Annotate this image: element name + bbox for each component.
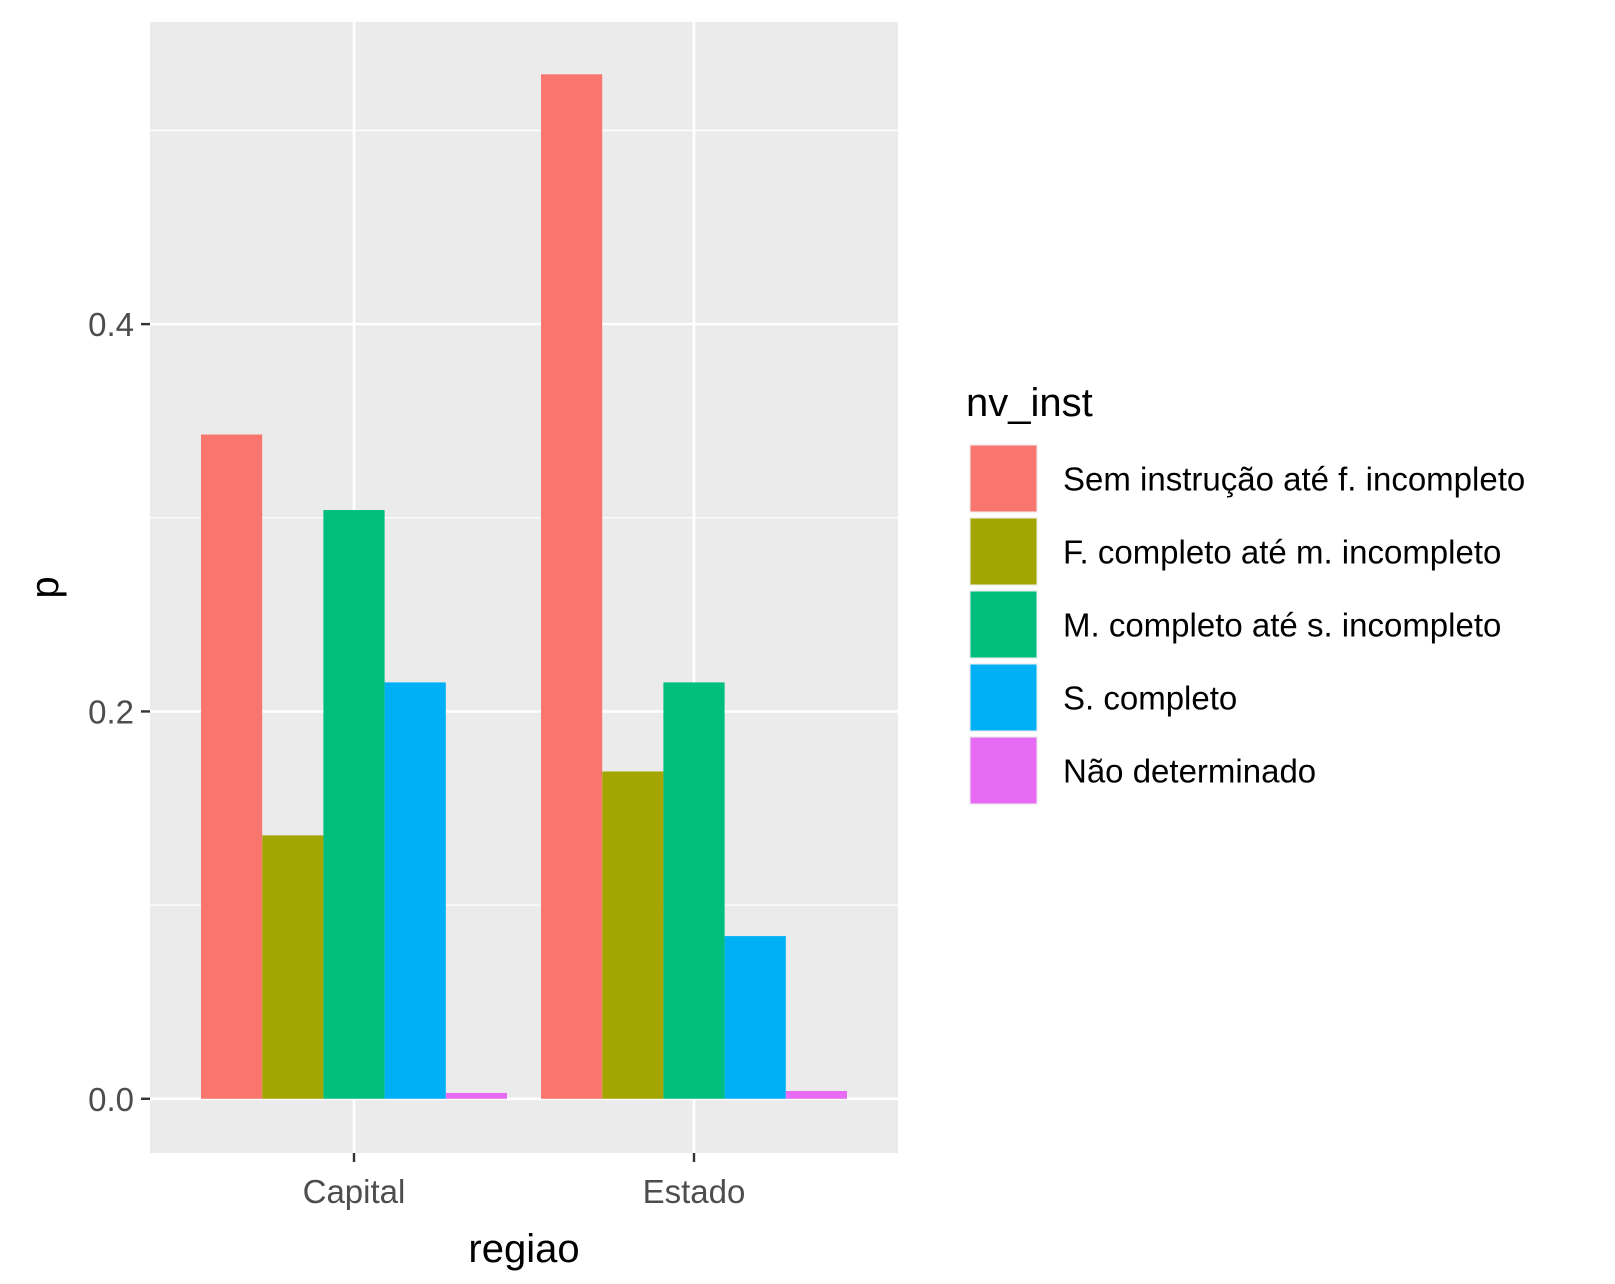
bar — [602, 771, 664, 1099]
bar — [201, 434, 263, 1099]
legend-label: S. completo — [1063, 680, 1237, 717]
x-tick-label: Estado — [643, 1173, 746, 1210]
legend-key — [970, 518, 1037, 585]
legend-label: F. completo até m. incompleto — [1063, 534, 1501, 571]
bar — [663, 682, 725, 1099]
bar — [384, 682, 446, 1099]
y-tick-label: 0.0 — [88, 1081, 134, 1118]
bar — [541, 74, 603, 1099]
y-axis: 0.0 0.2 0.4 — [88, 306, 150, 1118]
bar — [445, 1092, 507, 1099]
legend-key — [970, 737, 1037, 804]
legend-key — [970, 664, 1037, 731]
x-axis: Capital Estado — [303, 1153, 746, 1210]
bars — [201, 74, 847, 1099]
y-tick-label: 0.4 — [88, 306, 134, 343]
y-tick-label: 0.2 — [88, 693, 134, 730]
x-tick-label: Capital — [303, 1173, 406, 1210]
bar — [262, 835, 324, 1099]
legend-label: M. completo até s. incompleto — [1063, 607, 1501, 644]
y-axis-title: p — [23, 576, 67, 598]
legend-label: Não determinado — [1063, 753, 1316, 790]
legend-label: Sem instrução até f. incompleto — [1063, 461, 1525, 498]
x-axis-title: regiao — [468, 1227, 579, 1271]
legend-title: nv_inst — [966, 381, 1093, 425]
bar — [323, 510, 385, 1099]
bar — [785, 1091, 847, 1099]
legend: nv_inst Sem instrução até f. incompleto F… — [966, 381, 1525, 805]
legend-items: Sem instrução até f. incompleto F. comple… — [969, 444, 1525, 805]
bar — [724, 936, 786, 1099]
legend-key — [970, 591, 1037, 658]
legend-key — [970, 445, 1037, 512]
